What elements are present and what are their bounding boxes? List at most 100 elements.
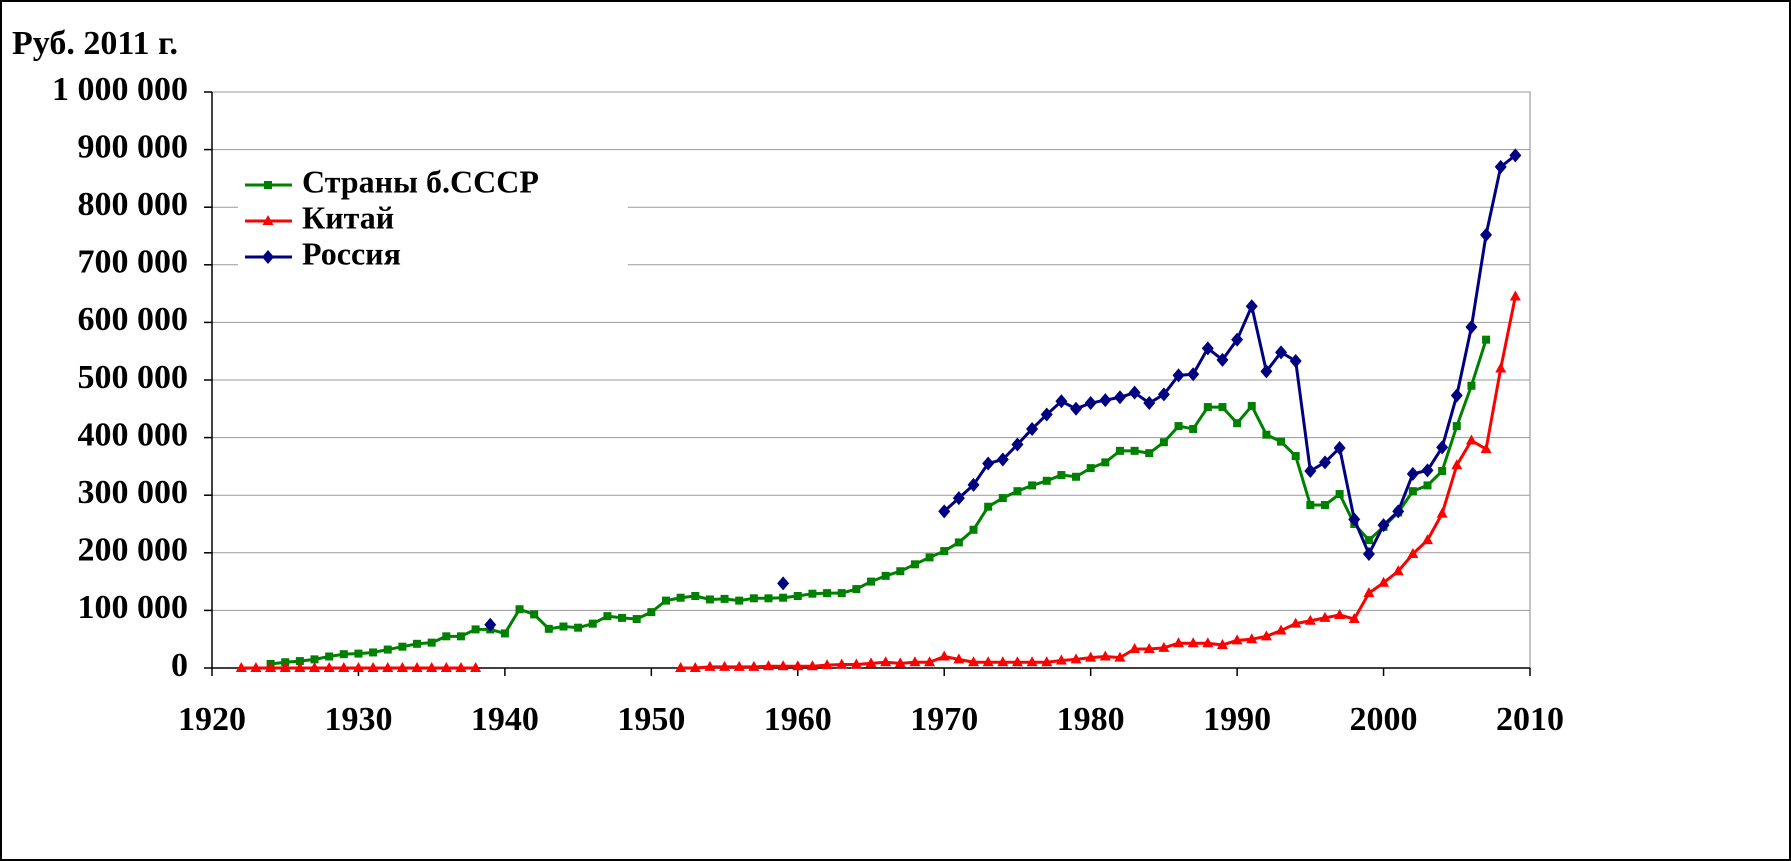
marker	[1494, 159, 1507, 174]
marker	[865, 657, 877, 668]
y-tick-label: 500 000	[78, 359, 189, 396]
marker	[735, 596, 744, 605]
marker	[982, 656, 994, 667]
marker	[396, 662, 408, 672]
marker	[383, 645, 392, 654]
marker	[1333, 440, 1346, 455]
marker	[354, 649, 363, 658]
marker	[806, 660, 818, 671]
marker	[675, 662, 687, 672]
marker	[1482, 335, 1491, 344]
marker	[279, 662, 291, 672]
marker	[339, 650, 348, 659]
marker	[440, 662, 452, 672]
marker	[676, 593, 685, 602]
marker	[881, 571, 890, 580]
marker	[909, 656, 921, 667]
marker	[1320, 500, 1329, 509]
marker	[1114, 651, 1126, 662]
marker	[1509, 290, 1521, 301]
marker	[952, 491, 965, 506]
marker	[484, 617, 497, 632]
marker	[823, 589, 832, 598]
marker	[1143, 396, 1156, 411]
marker	[1041, 656, 1053, 667]
marker	[1480, 443, 1492, 454]
marker	[1364, 536, 1373, 545]
marker	[530, 610, 539, 619]
legend-label: Россия	[302, 235, 401, 271]
marker	[309, 662, 321, 672]
marker	[924, 656, 936, 667]
marker	[1070, 401, 1083, 416]
marker	[1304, 614, 1316, 625]
marker	[442, 632, 451, 641]
marker	[1201, 341, 1214, 356]
marker	[398, 642, 407, 651]
marker	[1216, 352, 1229, 367]
y-axis-label: Руб. 2011 г.	[12, 25, 178, 62]
marker	[1275, 624, 1287, 635]
marker	[1145, 449, 1154, 458]
y-tick-label: 1 000 000	[52, 71, 188, 108]
marker	[1362, 546, 1375, 561]
marker	[808, 589, 817, 598]
marker	[1408, 487, 1417, 496]
marker	[1450, 388, 1463, 403]
marker	[954, 538, 963, 547]
marker	[1130, 446, 1139, 455]
marker	[1465, 320, 1478, 335]
marker	[1348, 613, 1360, 624]
marker	[1174, 422, 1183, 431]
marker	[661, 596, 670, 605]
marker	[603, 612, 612, 621]
marker	[1247, 401, 1256, 410]
legend-label: Китай	[302, 199, 394, 235]
y-tick-label: 800 000	[78, 186, 189, 223]
marker	[1465, 434, 1477, 445]
x-tick-label: 1950	[617, 701, 685, 738]
marker	[1407, 547, 1419, 558]
x-tick-label: 2010	[1496, 701, 1564, 738]
marker	[325, 652, 334, 661]
marker	[1423, 481, 1432, 490]
marker	[777, 660, 789, 671]
marker	[1026, 421, 1039, 436]
y-tick-label: 600 000	[78, 301, 189, 338]
marker	[953, 653, 965, 664]
marker	[574, 623, 583, 632]
marker	[1392, 565, 1404, 576]
marker	[1452, 422, 1461, 431]
marker	[1291, 452, 1300, 461]
marker	[1377, 518, 1390, 533]
marker	[1306, 500, 1315, 509]
marker	[1378, 576, 1390, 587]
marker	[1438, 467, 1447, 476]
x-tick-label: 1920	[178, 701, 246, 738]
x-tick-label: 1990	[1203, 701, 1271, 738]
marker	[850, 658, 862, 669]
marker	[1157, 387, 1170, 402]
marker	[1495, 362, 1507, 373]
marker	[471, 625, 480, 634]
marker	[1509, 148, 1522, 163]
marker	[1070, 653, 1082, 664]
marker	[1246, 633, 1258, 644]
x-tick-label: 1970	[910, 701, 978, 738]
marker	[1231, 634, 1243, 645]
marker	[779, 593, 788, 602]
marker	[938, 504, 951, 519]
x-tick-label: 2000	[1350, 701, 1418, 738]
marker	[1260, 364, 1273, 379]
marker	[1187, 367, 1200, 382]
marker	[1026, 656, 1038, 667]
y-tick-label: 700 000	[78, 244, 189, 281]
marker	[689, 662, 701, 672]
marker	[382, 662, 394, 672]
marker	[1011, 656, 1023, 667]
series-line	[943, 154, 1517, 556]
marker	[762, 660, 774, 671]
marker	[910, 560, 919, 569]
marker	[1158, 641, 1170, 652]
